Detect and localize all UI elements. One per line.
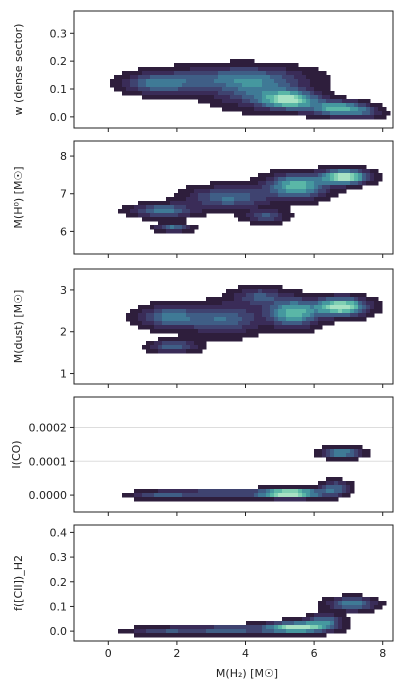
axes-frame (73, 396, 394, 513)
y-axis-label: M(H⁰) [M☉] (12, 166, 25, 228)
x-tick-label-3: 4 (242, 647, 249, 660)
y-tick-label-1: 1 (60, 368, 67, 381)
x-tick-label-1: 0 (105, 647, 112, 660)
x-tick-label-2: 2 (173, 647, 180, 660)
y-axis-label: M(dust) [M☉] (12, 290, 25, 364)
y-tick-label-3: 0.2 (50, 576, 68, 589)
x-tick-label-5: 8 (379, 647, 386, 660)
y-tick-label-3: 3 (60, 284, 67, 297)
density-fill (118, 593, 387, 638)
x-axis-label: M(H₂) [M☉] (216, 667, 278, 680)
kde-panel-1: 0.0 0.1 0.2 0.3 w (dense sector) (12, 10, 394, 132)
axes-frame (73, 524, 394, 642)
axes-frame (73, 140, 394, 255)
y-tick-label-4: 0.3 (50, 27, 68, 40)
y-tick-label-3: 8 (60, 150, 67, 163)
y-axis-label: w (dense sector) (12, 24, 25, 116)
y-tick-label-5: 0.4 (50, 526, 68, 539)
y-tick-label-3: 0.2 (50, 55, 68, 68)
axes-frame (73, 268, 394, 385)
y-tick-label-2: 2 (60, 326, 67, 339)
kde-panel-3: 1 2 3 M(dust) [M☉] (12, 268, 394, 388)
kde-panel-4: 0.0000 0.0001 0.0002 I(CO) (10, 396, 394, 516)
density-fill (110, 59, 391, 120)
y-tick-label-4: 0.3 (50, 551, 68, 564)
y-tick-label-2: 7 (60, 188, 67, 201)
density-fill (122, 445, 371, 502)
density-fill (126, 285, 383, 354)
density-fill (118, 165, 383, 234)
y-tick-label-1: 0.0 (50, 625, 68, 638)
y-tick-label-1: 6 (60, 225, 67, 238)
y-axis-label: f([CII])_H2 (12, 555, 25, 611)
y-tick-label-1: 0.0 (50, 111, 68, 124)
y-tick-label-2: 0.1 (50, 600, 68, 613)
y-tick-label-1: 0.0000 (29, 489, 68, 502)
x-tick-label-4: 6 (311, 647, 318, 660)
axes-frame (73, 10, 394, 129)
kde-panel-5: 0 2 4 6 8 0.0 0.1 0.2 0.3 0.4 f([CII])_H2 (12, 524, 394, 660)
y-axis-label: I(CO) (10, 440, 23, 468)
y-tick-label-2: 0.1 (50, 83, 68, 96)
y-tick-label-2: 0.0001 (29, 455, 68, 468)
y-tick-label-3: 0.0002 (29, 421, 68, 434)
kde-panel-2: 6 7 8 M(H⁰) [M☉] (12, 140, 394, 258)
